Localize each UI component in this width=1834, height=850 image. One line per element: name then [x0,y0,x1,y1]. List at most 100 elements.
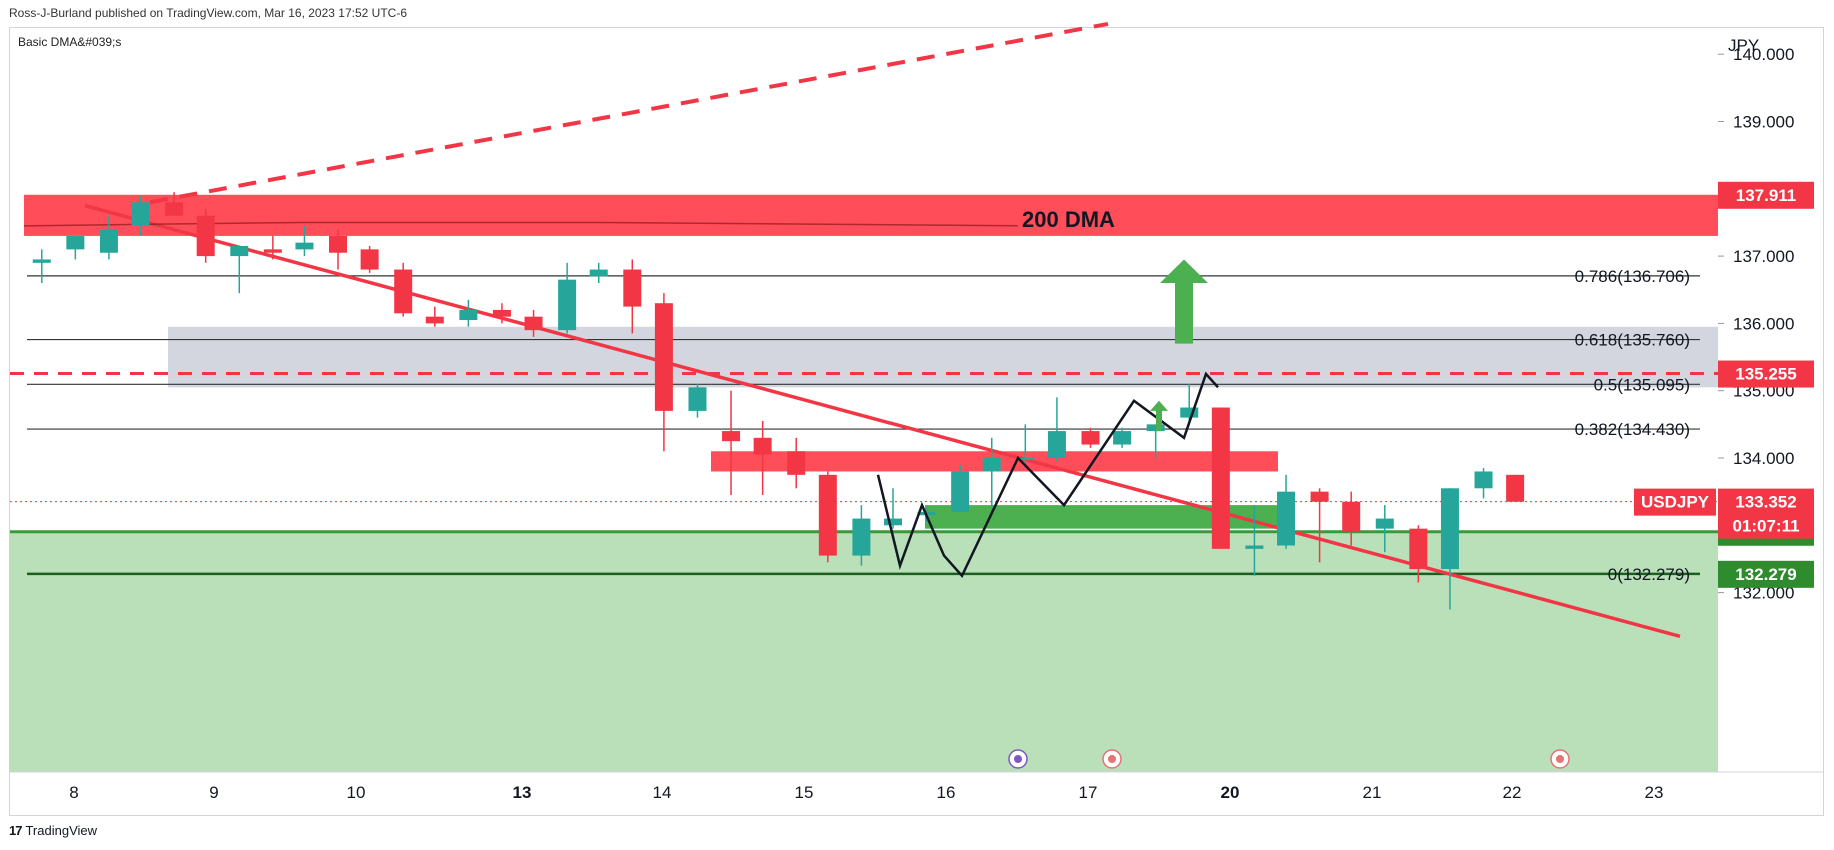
tradingview-brand: TradingView [25,823,98,838]
candle-body [1245,545,1264,549]
x-tick-label: 14 [653,783,672,802]
event-dot [1014,755,1022,763]
candle-body [753,437,772,455]
candle-body [32,259,51,263]
candle-body [394,269,413,314]
x-tick-label: 10 [347,783,366,802]
fib-label: 0.382(134.430) [1575,420,1690,439]
candle-body [524,316,543,331]
x-tick-label: 21 [1363,783,1382,802]
us-flag-event-icon [1102,749,1122,769]
projection-path [876,259,1219,579]
candle-body [360,249,379,270]
candle-body [492,309,511,317]
candle-body [1342,501,1361,533]
x-tick-label: 15 [795,783,814,802]
price-tag [1718,181,1814,209]
indicator-legend[interactable]: Basic DMA&#039;s [18,35,122,49]
fib-label: 0.786(136.706) [1575,267,1690,286]
fib-label: 0.618(135.760) [1575,331,1690,350]
event-dot [1108,755,1116,763]
x-tick-label: 8 [69,783,78,802]
candle-body [982,458,1001,472]
candle-body [951,471,970,512]
candle-body [425,316,444,324]
uptrend-dashed-line [149,21,1109,205]
candle-body [688,387,707,411]
candle-body [558,279,577,331]
projection-line [876,371,1219,579]
y-tick-label: 134.000 [1733,449,1794,468]
price-tag [1718,360,1814,388]
dma-resistance-zone [24,194,1718,236]
x-tick-label: 16 [937,783,956,802]
candle-body [1180,407,1199,418]
candle-body [1211,407,1230,549]
countdown-label: 01:07:11 [1732,517,1799,536]
big-up-arrow-icon [1160,259,1208,344]
candle-body [1146,424,1165,432]
candle-body [852,518,871,556]
candle-body [1016,458,1035,460]
x-tick-label: 22 [1503,783,1522,802]
candle-body [66,235,85,250]
fib-retracement-zone [168,326,1718,388]
price-tag [1718,560,1814,588]
event-markers[interactable] [1008,749,1570,769]
price-tag-label: 135.255 [1735,365,1796,384]
y-tick-label: 132.000 [1733,584,1794,603]
x-tick-label: 13 [513,783,532,802]
candle-body [623,269,642,307]
candle-body [131,202,150,226]
price-tag-label: 137.911 [1736,186,1797,205]
current-price-tag [1718,488,1814,539]
currency-label: JPY [1728,36,1759,55]
us-flag-event-icon [1550,749,1570,769]
dma-line [23,221,1019,227]
lightning-event-icon [1008,749,1028,769]
candle-body [295,242,314,250]
candle-body [1310,491,1329,502]
candle-body [818,474,837,556]
symbol-tag-label: USDJPY [1641,493,1710,512]
support-zone [10,531,1718,772]
candle-body [1375,518,1394,529]
candle-body [1113,431,1132,445]
candle-body [1474,471,1493,489]
x-tick-label: 23 [1645,783,1664,802]
small-up-arrow-icon [1150,400,1168,432]
candle-body [165,202,184,216]
candle-body [722,431,741,442]
publish-info: Ross-J-Burland published on TradingView.… [9,6,407,20]
candle-body [459,309,478,321]
candle-body [1047,431,1066,458]
symbol-tag [1634,488,1716,516]
tradingview-logo-icon: 17 [9,823,23,838]
candle-body [787,451,806,475]
candle-body [1440,488,1459,570]
candle-body [654,303,673,411]
dma-label: 200 DMA [1022,207,1115,232]
event-dot [1556,755,1564,763]
time-axis[interactable]: 8 9 10 13 14 15 16 17 20 21 22 23 [10,771,1824,802]
candle-body [1277,491,1296,546]
x-tick-label: 20 [1221,783,1240,802]
candle-body [263,249,282,253]
y-tick-label: 140.000 [1733,45,1794,64]
x-tick-label: 9 [209,783,218,802]
candles [32,192,1525,610]
candle-body [1409,528,1428,570]
fib-label: 0.5(135.095) [1594,375,1690,394]
candle-body [196,215,215,257]
candle-body [230,246,249,257]
y-tick-label: 137.000 [1733,247,1794,266]
tradingview-footer[interactable]: 17 TradingView [9,823,97,838]
y-tick-label: 136.000 [1733,314,1794,333]
fib-label: 0(132.279) [1608,565,1690,584]
x-tick-label: 17 [1079,783,1098,802]
candle-body [884,518,902,526]
candle-body [1506,474,1525,502]
current-price-label: 133.352 [1735,493,1796,512]
chart-frame [9,27,1824,816]
